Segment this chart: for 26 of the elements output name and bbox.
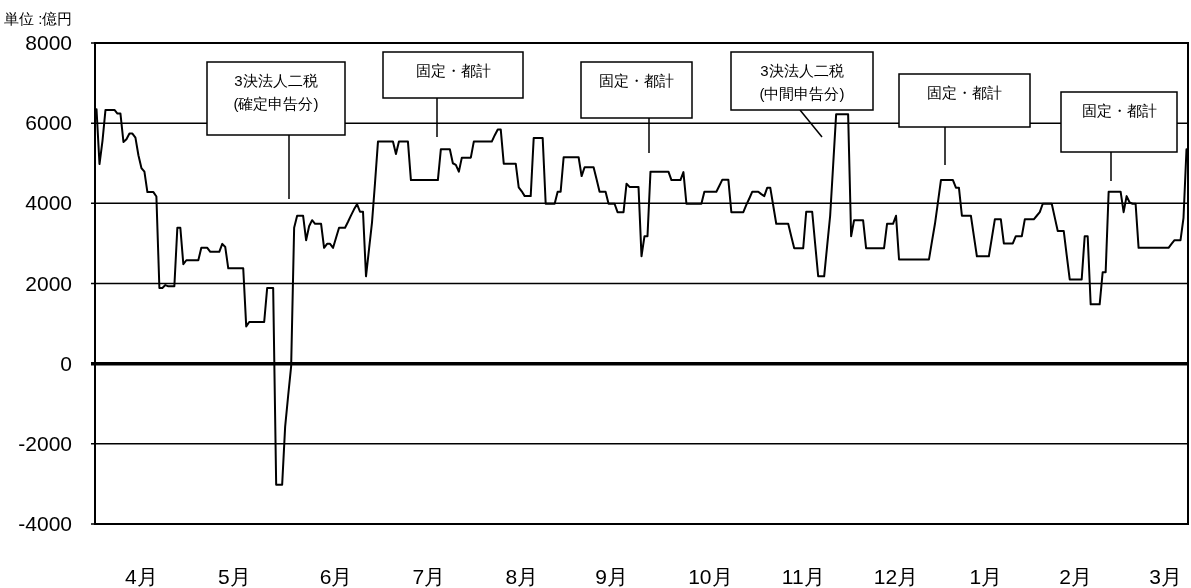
- y-tick-label: 2000: [25, 271, 72, 295]
- y-tick-label: 0: [60, 351, 72, 375]
- y-tick-label: -2000: [18, 431, 72, 455]
- x-tick-label: 8月: [505, 565, 539, 588]
- x-tick-label: 9月: [595, 565, 628, 588]
- x-tick-label: 3月: [1149, 565, 1182, 588]
- annotation: 固定・都計: [1081, 102, 1157, 119]
- x-tick-label: 5月: [217, 565, 251, 588]
- x-tick-label: 6月: [319, 565, 353, 588]
- x-tick-label: 4月: [125, 565, 158, 588]
- annotation: 3決法人二税 (確定申告分): [233, 72, 319, 112]
- x-tick-label: 12月: [873, 565, 919, 588]
- annotation: 固定・都計: [415, 62, 491, 79]
- x-tick-label: 10月: [688, 565, 733, 588]
- y-tick-label: -4000: [18, 512, 72, 535]
- y-tick-label: 4000: [25, 191, 72, 215]
- annotation: 固定・都計: [927, 84, 1002, 101]
- y-tick-label: 8000: [25, 31, 72, 54]
- annotation: 固定・都計: [599, 72, 674, 89]
- annotation: 3決法人二税 (中間申告分): [759, 62, 845, 102]
- x-tick-label: 2月: [1059, 565, 1093, 588]
- x-tick-label: 7月: [412, 565, 446, 588]
- x-tick-label: 1月: [969, 565, 1003, 588]
- x-tick-label: 11月: [781, 565, 825, 588]
- y-tick-label: 6000: [25, 111, 72, 135]
- y-axis-title: 単位 :億円: [4, 10, 73, 27]
